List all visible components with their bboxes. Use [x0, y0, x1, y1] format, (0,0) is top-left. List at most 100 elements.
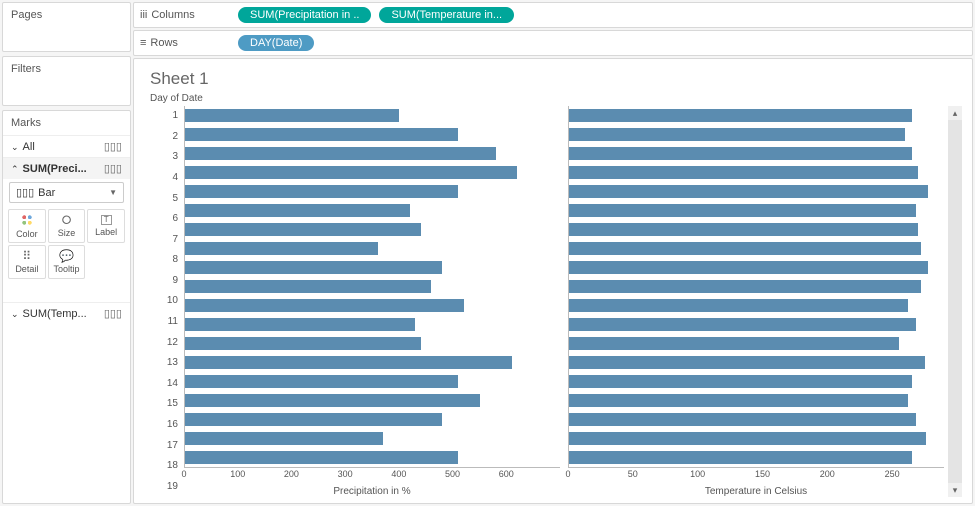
sheet-title[interactable]: Sheet 1: [150, 69, 962, 89]
bar-row: [185, 201, 560, 220]
row-label: 12: [144, 332, 178, 353]
bar[interactable]: [569, 299, 908, 313]
bar[interactable]: [185, 128, 458, 142]
bar[interactable]: [185, 166, 517, 180]
bar-row: [185, 277, 560, 296]
bar[interactable]: [185, 413, 442, 427]
row-pill-date[interactable]: DAY(Date): [238, 35, 314, 51]
chart-temperature: 050100150200250 Temperature in Celsius: [568, 106, 944, 497]
rows-shelf[interactable]: ≡Rows DAY(Date): [133, 30, 973, 56]
bar-row: [569, 429, 944, 448]
column-pill-precip[interactable]: SUM(Precipitation in ..: [238, 7, 371, 23]
bar[interactable]: [569, 356, 925, 370]
size-icon: ⭘: [62, 214, 72, 226]
bar[interactable]: [185, 280, 431, 294]
bar[interactable]: [185, 261, 442, 275]
marks-color-button[interactable]: Color: [8, 209, 46, 243]
bar[interactable]: [185, 451, 458, 465]
vertical-scrollbar[interactable]: ▴ ▾: [948, 106, 962, 497]
bar[interactable]: [185, 185, 458, 199]
bar[interactable]: [185, 318, 415, 332]
marks-card-all[interactable]: ⌄All ▯▯▯: [3, 135, 130, 157]
bar[interactable]: [185, 242, 378, 256]
bar[interactable]: [185, 299, 464, 313]
bar[interactable]: [185, 394, 480, 408]
filters-label: Filters: [3, 57, 130, 81]
bar-row: [569, 448, 944, 467]
row-label: 13: [144, 353, 178, 374]
bar[interactable]: [569, 318, 916, 332]
bar[interactable]: [185, 356, 512, 370]
bar[interactable]: [569, 413, 916, 427]
rows-icon: ≡: [140, 37, 146, 49]
row-label: 17: [144, 435, 178, 456]
marks-size-button[interactable]: ⭘Size: [48, 209, 86, 243]
bar[interactable]: [185, 147, 496, 161]
bar[interactable]: [569, 261, 928, 275]
bar[interactable]: [569, 185, 928, 199]
bar[interactable]: [569, 223, 918, 237]
bar-row: [569, 258, 944, 277]
row-label: 5: [144, 188, 178, 209]
axis-tick: 500: [445, 469, 460, 479]
bar[interactable]: [185, 109, 399, 123]
marks-detail-button[interactable]: ⠿Detail: [8, 245, 46, 279]
bar[interactable]: [569, 109, 912, 123]
mark-type-select[interactable]: ▯▯▯ Bar ▼: [9, 182, 124, 203]
bar-row: [185, 125, 560, 144]
marks-card-temp[interactable]: ⌄SUM(Temp... ▯▯▯: [3, 302, 130, 324]
bars-icon: ▯▯▯: [104, 307, 122, 320]
bar[interactable]: [569, 128, 905, 142]
bars-icon: ▯▯▯: [104, 140, 122, 153]
label-icon: T: [101, 215, 112, 225]
row-label: 3: [144, 147, 178, 168]
bar-row: [569, 315, 944, 334]
marks-panel: Marks ⌄All ▯▯▯ ⌃SUM(Preci... ▯▯▯ ▯▯▯ Bar…: [2, 110, 131, 504]
bar[interactable]: [569, 204, 916, 218]
bar-row: [569, 220, 944, 239]
row-label: 10: [144, 291, 178, 312]
axis-tick: 100: [230, 469, 245, 479]
bar-row: [569, 144, 944, 163]
bar[interactable]: [569, 242, 921, 256]
marks-card-precip[interactable]: ⌃SUM(Preci... ▯▯▯: [3, 157, 130, 179]
pages-panel: Pages: [2, 2, 131, 52]
bar-row: [569, 334, 944, 353]
bar[interactable]: [185, 204, 410, 218]
bar-row: [185, 182, 560, 201]
axis-tick: 0: [181, 469, 186, 479]
row-labels: 12345678910111213141516171819: [144, 106, 184, 497]
marks-label: Marks: [3, 111, 130, 135]
scroll-down-icon[interactable]: ▾: [953, 483, 958, 497]
bar[interactable]: [569, 451, 912, 465]
bar[interactable]: [569, 394, 908, 408]
columns-shelf[interactable]: iiiColumns SUM(Precipitation in .. SUM(T…: [133, 2, 973, 28]
bar[interactable]: [569, 280, 921, 294]
marks-label-button[interactable]: TLabel: [87, 209, 125, 243]
bar-row: [569, 391, 944, 410]
viz-canvas: Sheet 1 Day of Date 12345678910111213141…: [133, 58, 973, 504]
bar[interactable]: [569, 432, 926, 446]
bar[interactable]: [185, 337, 421, 351]
axis-tick: 50: [628, 469, 638, 479]
marks-tooltip-button[interactable]: 💬Tooltip: [48, 245, 86, 279]
scroll-up-icon[interactable]: ▴: [953, 106, 958, 120]
bar[interactable]: [569, 375, 912, 389]
chevron-down-icon: ▼: [109, 188, 117, 197]
bar-row: [569, 125, 944, 144]
bar-row: [185, 163, 560, 182]
bar[interactable]: [569, 147, 912, 161]
chevron-down-icon: ⌄: [11, 309, 19, 319]
row-label: 7: [144, 229, 178, 250]
chart-precipitation: 0100200300400500600 Precipitation in %: [184, 106, 560, 497]
bar[interactable]: [185, 375, 458, 389]
bar[interactable]: [569, 337, 899, 351]
column-pill-temp[interactable]: SUM(Temperature in...: [379, 7, 514, 23]
bar[interactable]: [185, 223, 421, 237]
row-label: 1: [144, 106, 178, 127]
axis-tick: 0: [565, 469, 570, 479]
bar[interactable]: [185, 432, 383, 446]
filters-panel: Filters: [2, 56, 131, 106]
bar[interactable]: [569, 166, 918, 180]
axis-tick: 600: [499, 469, 514, 479]
